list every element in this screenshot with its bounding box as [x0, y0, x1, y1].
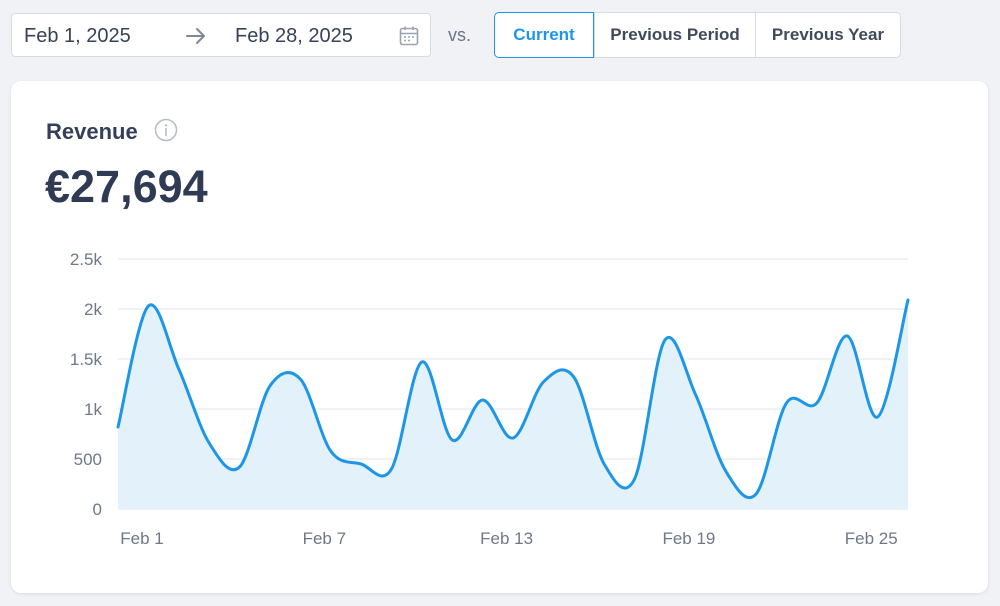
data-point: [480, 397, 486, 403]
previous-period-button[interactable]: Previous Period: [594, 13, 755, 57]
data-point: [571, 374, 577, 380]
data-point: [115, 424, 121, 430]
data-point: [237, 464, 243, 470]
x-tick-label: Feb 1: [120, 529, 163, 548]
data-point: [692, 391, 698, 397]
data-point: [297, 376, 303, 382]
x-tick-label: Feb 13: [480, 529, 533, 548]
data-point: [814, 400, 820, 406]
x-tick-label: Feb 19: [662, 529, 715, 548]
revenue-total: €27,694: [45, 161, 208, 212]
data-point: [419, 359, 425, 365]
data-point: [510, 435, 516, 441]
data-point: [449, 437, 455, 443]
data-point: [267, 383, 273, 389]
data-point: [662, 337, 668, 343]
end-date[interactable]: Feb 28, 2025: [235, 25, 353, 47]
data-point: [783, 400, 789, 406]
data-point: [328, 448, 334, 454]
data-point: [388, 466, 394, 472]
info-icon[interactable]: [154, 118, 178, 142]
calendar-icon[interactable]: [399, 25, 419, 47]
revenue-card: Revenue €27,694 0 500 1k 1.5k 2k 2.5k Feb 1 Feb…: [11, 81, 988, 593]
series-line: [116, 298, 910, 500]
y-tick-label: 1k: [84, 400, 102, 419]
data-point: [632, 476, 638, 482]
data-point: [176, 366, 182, 372]
data-point: [601, 461, 607, 467]
comparison-toggle: Current Previous Period Previous Year: [494, 12, 901, 58]
y-tick-label: 2.5k: [70, 250, 103, 269]
data-point: [844, 333, 850, 339]
y-tick-label: 2k: [84, 300, 102, 319]
date-range-picker[interactable]: Feb 1, 2025 Feb 28, 2025: [11, 13, 431, 57]
start-date[interactable]: Feb 1, 2025: [24, 25, 131, 47]
card-title: Revenue: [46, 119, 138, 144]
vs-label: vs.: [448, 25, 472, 45]
series-area: [118, 300, 908, 509]
previous-year-button[interactable]: Previous Year: [755, 13, 900, 57]
y-tick-label: 500: [74, 450, 102, 469]
data-point: [723, 468, 729, 474]
data-point: [540, 379, 546, 385]
y-tick-label: 1.5k: [70, 350, 103, 369]
data-point: [875, 414, 881, 420]
arrow-right-icon: [186, 28, 205, 44]
data-point: [145, 303, 151, 309]
data-point: [905, 297, 911, 303]
x-tick-label: Feb 7: [303, 529, 346, 548]
data-point: [358, 461, 364, 467]
data-point: [753, 491, 759, 497]
current-button[interactable]: Current: [494, 12, 594, 58]
x-tick-label: Feb 25: [845, 529, 898, 548]
data-point: [206, 440, 212, 446]
revenue-chart: 0 500 1k 1.5k 2k 2.5k Feb 1 Feb 7 Feb 13 Feb 19 Fe…: [70, 250, 911, 548]
y-tick-label: 0: [93, 500, 102, 519]
